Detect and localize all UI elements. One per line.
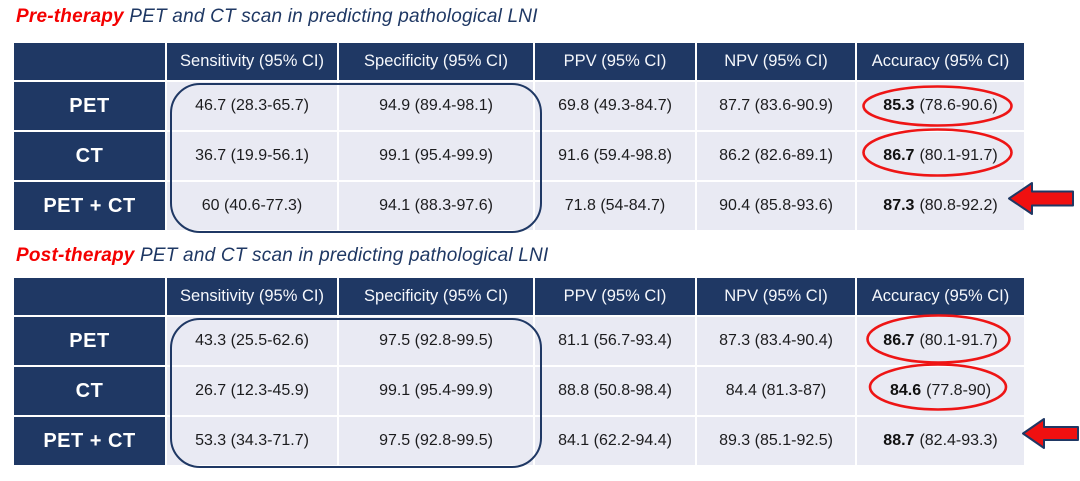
pre-therapy-title: Pre-therapy PET and CT scan in predictin… xyxy=(16,6,538,28)
column-header-ppv: PPV (95% CI) xyxy=(533,276,697,317)
post-therapy-title: Post-therapy PET and CT scan in predicti… xyxy=(16,245,548,267)
cell-specificity: 94.1 (88.3-97.6) xyxy=(337,180,535,232)
column-header-sensitivity: Sensitivity (95% CI) xyxy=(165,41,339,82)
accuracy-value: 87.3 xyxy=(883,197,915,214)
accuracy-ci: (77.8-90) xyxy=(926,382,992,399)
pre-therapy-title-rest: PET and CT scan in predicting pathologic… xyxy=(123,6,538,27)
row-label: PET + CT xyxy=(12,415,167,467)
column-header-accuracy: Accuracy (95% CI) xyxy=(855,41,1026,82)
column-header-sensitivity: Sensitivity (95% CI) xyxy=(165,276,339,317)
cell-specificity: 99.1 (95.4-99.9) xyxy=(337,365,535,417)
table-row-pet-ct: PET + CT 60 (40.6-77.3) 94.1 (88.3-97.6)… xyxy=(12,180,1026,232)
cell-npv: 87.3 (83.4-90.4) xyxy=(695,315,857,367)
red-arrow-icon xyxy=(1022,418,1079,449)
cell-ppv: 69.8 (49.3-84.7) xyxy=(533,80,697,132)
column-header-specificity: Specificity (95% CI) xyxy=(337,41,535,82)
post-therapy-title-highlight: Post-therapy xyxy=(16,245,135,266)
cell-accuracy: 87.3 (80.8-92.2) xyxy=(855,180,1026,232)
cell-specificity: 94.9 (89.4-98.1) xyxy=(337,80,535,132)
column-header-accuracy: Accuracy (95% CI) xyxy=(855,276,1026,317)
column-header-blank xyxy=(12,41,167,82)
header-row: Sensitivity (95% CI) Specificity (95% CI… xyxy=(12,41,1026,82)
table-row-ct: CT 36.7 (19.9-56.1) 99.1 (95.4-99.9) 91.… xyxy=(12,130,1026,182)
cell-ppv: 71.8 (54-84.7) xyxy=(533,180,697,232)
accuracy-value: 86.7 xyxy=(883,332,915,349)
column-header-npv: NPV (95% CI) xyxy=(695,41,857,82)
cell-ppv: 88.8 (50.8-98.4) xyxy=(533,365,697,417)
cell-accuracy: 86.7 (80.1-91.7) xyxy=(855,130,1026,182)
column-header-specificity: Specificity (95% CI) xyxy=(337,276,535,317)
table-row-pet: PET 43.3 (25.5-62.6) 97.5 (92.8-99.5) 81… xyxy=(12,315,1026,367)
row-label: PET xyxy=(12,315,167,367)
cell-accuracy: 88.7 (82.4-93.3) xyxy=(855,415,1026,467)
accuracy-value: 84.6 xyxy=(889,382,922,399)
cell-npv: 89.3 (85.1-92.5) xyxy=(695,415,857,467)
accuracy-value: 86.7 xyxy=(883,147,915,164)
cell-sensitivity: 53.3 (34.3-71.7) xyxy=(165,415,339,467)
cell-sensitivity: 43.3 (25.5-62.6) xyxy=(165,315,339,367)
table-row-ct: CT 26.7 (12.3-45.9) 99.1 (95.4-99.9) 88.… xyxy=(12,365,1026,417)
cell-ppv: 91.6 (59.4-98.8) xyxy=(533,130,697,182)
cell-accuracy: 84.6 (77.8-90) xyxy=(855,365,1026,417)
cell-accuracy: 86.7 (80.1-91.7) xyxy=(855,315,1026,367)
table-row-pet-ct: PET + CT 53.3 (34.3-71.7) 97.5 (92.8-99.… xyxy=(12,415,1026,467)
post-therapy-title-rest: PET and CT scan in predicting pathologic… xyxy=(134,245,549,266)
cell-npv: 90.4 (85.8-93.6) xyxy=(695,180,857,232)
cell-specificity: 99.1 (95.4-99.9) xyxy=(337,130,535,182)
accuracy-value: 85.3 xyxy=(883,97,915,114)
cell-specificity: 97.5 (92.8-99.5) xyxy=(337,415,535,467)
cell-accuracy: 85.3 (78.6-90.6) xyxy=(855,80,1026,132)
accuracy-ci: (78.6-90.6) xyxy=(919,97,998,114)
cell-sensitivity: 60 (40.6-77.3) xyxy=(165,180,339,232)
cell-ppv: 84.1 (62.2-94.4) xyxy=(533,415,697,467)
row-label: CT xyxy=(12,365,167,417)
cell-sensitivity: 36.7 (19.9-56.1) xyxy=(165,130,339,182)
header-row: Sensitivity (95% CI) Specificity (95% CI… xyxy=(12,276,1026,317)
column-header-blank xyxy=(12,276,167,317)
column-header-npv: NPV (95% CI) xyxy=(695,276,857,317)
accuracy-ci: (82.4-93.3) xyxy=(919,432,998,449)
row-label: PET + CT xyxy=(12,180,167,232)
cell-npv: 84.4 (81.3-87) xyxy=(695,365,857,417)
cell-sensitivity: 46.7 (28.3-65.7) xyxy=(165,80,339,132)
accuracy-ci: (80.1-91.7) xyxy=(919,147,998,164)
row-label: PET xyxy=(12,80,167,132)
cell-specificity: 97.5 (92.8-99.5) xyxy=(337,315,535,367)
pre-therapy-table: Sensitivity (95% CI) Specificity (95% CI… xyxy=(12,41,1026,232)
table-row-pet: PET 46.7 (28.3-65.7) 94.9 (89.4-98.1) 69… xyxy=(12,80,1026,132)
pre-therapy-title-highlight: Pre-therapy xyxy=(16,6,124,27)
column-header-ppv: PPV (95% CI) xyxy=(533,41,697,82)
accuracy-ci: (80.8-92.2) xyxy=(919,197,998,214)
cell-npv: 87.7 (83.6-90.9) xyxy=(695,80,857,132)
cell-ppv: 81.1 (56.7-93.4) xyxy=(533,315,697,367)
accuracy-ci: (80.1-91.7) xyxy=(919,332,998,349)
accuracy-value: 88.7 xyxy=(883,432,915,449)
cell-npv: 86.2 (82.6-89.1) xyxy=(695,130,857,182)
post-therapy-table: Sensitivity (95% CI) Specificity (95% CI… xyxy=(12,276,1026,467)
cell-sensitivity: 26.7 (12.3-45.9) xyxy=(165,365,339,417)
row-label: CT xyxy=(12,130,167,182)
